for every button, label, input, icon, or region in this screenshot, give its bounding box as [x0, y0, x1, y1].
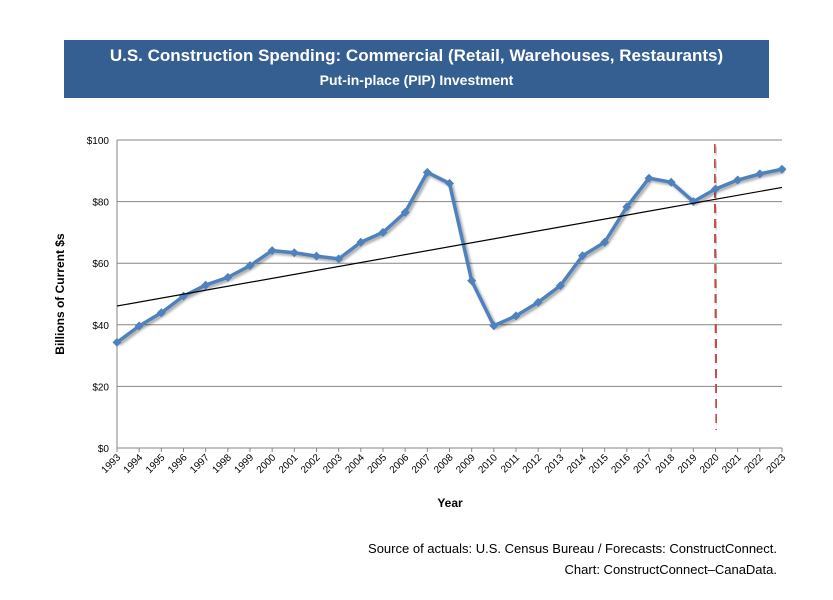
x-tick-label: 1994 [122, 452, 146, 476]
data-point [489, 321, 499, 331]
data-point [666, 177, 676, 187]
x-tick-label: 1995 [144, 452, 168, 476]
data-point [201, 280, 211, 290]
x-tick-label: 2021 [720, 452, 744, 476]
x-tick-label: 2017 [632, 452, 656, 476]
x-tick-label: 2007 [410, 452, 434, 476]
x-axis-title: Year [437, 496, 463, 510]
source-note: Source of actuals: U.S. Census Bureau / … [368, 541, 777, 556]
x-tick-label: 1996 [166, 452, 190, 476]
x-tick-label: 2010 [476, 452, 500, 476]
data-point [555, 281, 565, 291]
x-tick-label: 1998 [210, 452, 234, 476]
data-point [533, 297, 543, 307]
data-point [600, 237, 610, 247]
x-tick-label: 2014 [565, 452, 589, 476]
data-point [422, 167, 432, 177]
data-point [134, 321, 144, 331]
data-point [312, 251, 321, 261]
data-point [578, 251, 587, 261]
data-point [467, 276, 477, 286]
data-point [334, 254, 344, 264]
data-point [733, 175, 743, 185]
x-tick-label: 2018 [654, 452, 678, 476]
x-tick-label: 1999 [233, 452, 257, 476]
x-tick-label: 2013 [543, 452, 567, 476]
chart-credit: Chart: ConstructConnect–CanaData. [564, 562, 777, 577]
y-tick-label: $40 [92, 321, 109, 332]
x-tick-label: 2019 [676, 452, 700, 476]
trendline [116, 186, 783, 307]
data-point [644, 173, 654, 183]
x-tick-label: 2008 [432, 452, 456, 476]
x-tick-label: 2001 [277, 452, 301, 476]
x-tick-label: 2020 [698, 452, 722, 476]
y-tick-label: $20 [92, 382, 109, 393]
x-tick-label: 2009 [454, 452, 478, 476]
data-point [445, 178, 454, 188]
x-tick-label: 2016 [609, 452, 633, 476]
x-tick-label: 2003 [321, 452, 345, 476]
data-point [777, 164, 787, 174]
x-tick-label: 1993 [100, 452, 124, 476]
x-tick-label: 1997 [188, 452, 212, 476]
x-tick-label: 2002 [299, 452, 323, 476]
x-tick-label: 2023 [765, 452, 789, 476]
x-tick-label: 2004 [343, 452, 367, 476]
data-point [711, 184, 720, 194]
x-tick-label: 2011 [499, 452, 522, 475]
data-point [223, 272, 233, 282]
chart-title-banner: U.S. Construction Spending: Commercial (… [64, 40, 769, 98]
data-point [156, 308, 166, 318]
y-tick-label: $0 [98, 444, 110, 455]
data-point [755, 169, 765, 179]
data-point [112, 337, 122, 347]
x-tick-label: 2005 [366, 452, 390, 476]
y-axis-title: Billions of Current $s [53, 233, 67, 355]
series-line [115, 167, 783, 344]
chart-subtitle: Put-in-place (PIP) Investment [319, 72, 514, 88]
y-tick-label: $100 [87, 136, 110, 147]
data-point [511, 311, 521, 321]
x-tick-label: 2012 [521, 452, 545, 476]
data-point [400, 207, 410, 217]
y-tick-label: $60 [92, 259, 109, 270]
data-point [245, 261, 255, 271]
x-tick-label: 2006 [388, 452, 412, 476]
y-tick-label: $80 [92, 198, 109, 209]
chart-title: U.S. Construction Spending: Commercial (… [109, 46, 724, 65]
data-point [267, 246, 277, 256]
data-point [622, 202, 632, 212]
x-tick-label: 2000 [255, 452, 279, 476]
x-tick-label: 2015 [587, 452, 611, 476]
data-point [289, 248, 299, 258]
data-point [356, 237, 366, 247]
data-point [378, 227, 388, 237]
x-tick-label: 2022 [742, 452, 766, 476]
